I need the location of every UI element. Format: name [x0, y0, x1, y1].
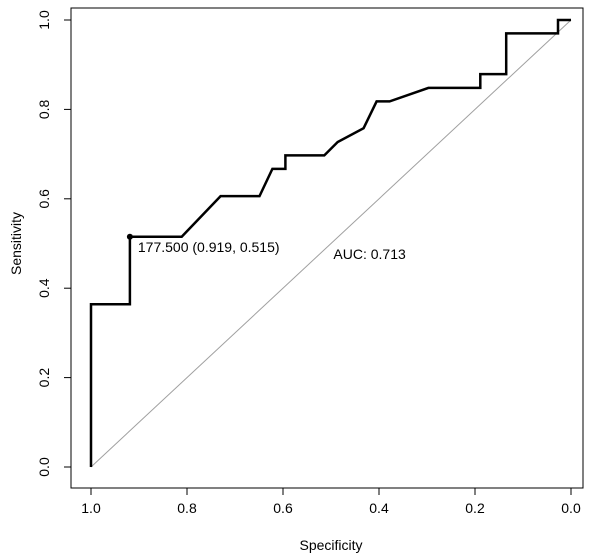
roc-curve	[89, 18, 571, 467]
x-tick-label: 0.2	[465, 500, 485, 516]
y-axis-title: Sensitivity	[8, 212, 24, 275]
x-tick-label: 0.6	[273, 500, 293, 516]
x-tick-label: 1.0	[81, 500, 101, 516]
threshold-label: 177.500 (0.919, 0.515)	[138, 239, 280, 255]
threshold-point	[126, 233, 133, 240]
y-tick-label: 0.6	[36, 189, 52, 209]
x-tick-label: 0.8	[177, 500, 197, 516]
y-axis: 0.0 0.2 0.4 0.6 0.8 1.0	[36, 10, 72, 477]
y-tick-label: 0.0	[36, 457, 52, 477]
auc-label: AUC: 0.713	[333, 246, 406, 262]
y-tick-label: 0.8	[36, 99, 52, 119]
y-tick-label: 0.4	[36, 278, 52, 298]
x-axis: 1.0 0.8 0.6 0.4 0.2 0.0	[81, 487, 581, 516]
y-tick-label: 0.2	[36, 368, 52, 388]
y-tick-label: 1.0	[36, 10, 52, 30]
reference-diagonal	[90, 19, 572, 468]
x-tick-label: 0.4	[369, 500, 389, 516]
x-axis-title: Specificity	[299, 537, 362, 553]
x-tick-label: 0.0	[561, 500, 581, 516]
